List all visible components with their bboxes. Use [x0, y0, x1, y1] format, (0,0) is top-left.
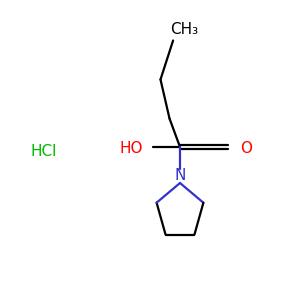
Text: N: N	[174, 168, 186, 183]
Text: CH₃: CH₃	[170, 22, 199, 38]
Text: HCl: HCl	[30, 144, 57, 159]
Text: HO: HO	[120, 141, 143, 156]
Text: O: O	[240, 141, 252, 156]
